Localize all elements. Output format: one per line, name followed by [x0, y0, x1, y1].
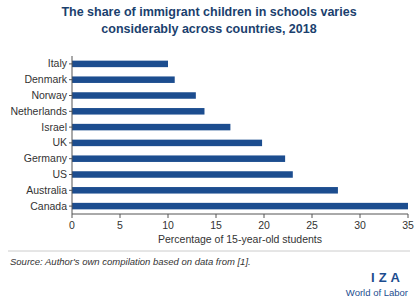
- x-tick: [72, 214, 73, 218]
- y-tick: [69, 174, 72, 175]
- y-tick: [69, 63, 72, 64]
- x-tick-label: 5: [117, 219, 123, 231]
- category-label: Israel: [41, 121, 67, 133]
- x-tick-label: 25: [306, 219, 318, 231]
- x-tick: [216, 214, 217, 218]
- category-label: Canada: [30, 200, 67, 212]
- title-line: considerably across countries, 2018: [101, 22, 316, 36]
- category-label: Italy: [48, 57, 68, 69]
- x-tick: [408, 214, 409, 218]
- x-tick: [360, 214, 361, 218]
- bar: [72, 140, 262, 147]
- category-label: Norway: [31, 89, 67, 101]
- y-tick: [69, 111, 72, 112]
- bar: [72, 124, 230, 131]
- bar: [72, 203, 408, 210]
- x-tick-label: 35: [402, 219, 414, 231]
- separator: [8, 251, 410, 252]
- y-tick: [69, 95, 72, 96]
- x-tick: [312, 214, 313, 218]
- bar: [72, 61, 168, 68]
- y-tick: [69, 79, 72, 80]
- category-label: UK: [52, 136, 67, 148]
- x-tick-label: 20: [258, 219, 270, 231]
- bars: [72, 61, 408, 210]
- y-tick: [69, 158, 72, 159]
- bar: [72, 76, 175, 83]
- x-tick: [264, 214, 265, 218]
- y-tick: [69, 142, 72, 143]
- bar: [72, 108, 204, 115]
- bar: [72, 171, 293, 178]
- x-tick-label: 15: [210, 219, 222, 231]
- source: Source: Author's own compilation based o…: [10, 256, 251, 267]
- logo: IZA: [371, 270, 404, 285]
- x-tick-label: 30: [354, 219, 366, 231]
- y-tick: [69, 127, 72, 128]
- x-axis-label: Percentage of 15-year-old students: [158, 233, 322, 245]
- x-tick: [120, 214, 121, 218]
- y-tick: [69, 206, 72, 207]
- bar: [72, 92, 196, 99]
- logo-tagline: World of Labor: [346, 287, 408, 298]
- category-label: Germany: [24, 152, 68, 164]
- x-tick-label: 10: [162, 219, 174, 231]
- title-line: The share of immigrant children in schoo…: [61, 5, 356, 19]
- y-tick: [69, 190, 72, 191]
- x-axis: [72, 214, 408, 215]
- title: The share of immigrant children in schoo…: [61, 5, 356, 36]
- category-label: Denmark: [24, 73, 67, 85]
- category-label: US: [52, 168, 67, 180]
- category-label: Australia: [26, 184, 67, 196]
- bar: [72, 155, 285, 162]
- category-label: Netherlands: [10, 105, 67, 117]
- x-tick-label: 0: [69, 219, 75, 231]
- x-tick: [168, 214, 169, 218]
- bar: [72, 187, 338, 194]
- chart: The share of immigrant children in schoo…: [0, 0, 418, 302]
